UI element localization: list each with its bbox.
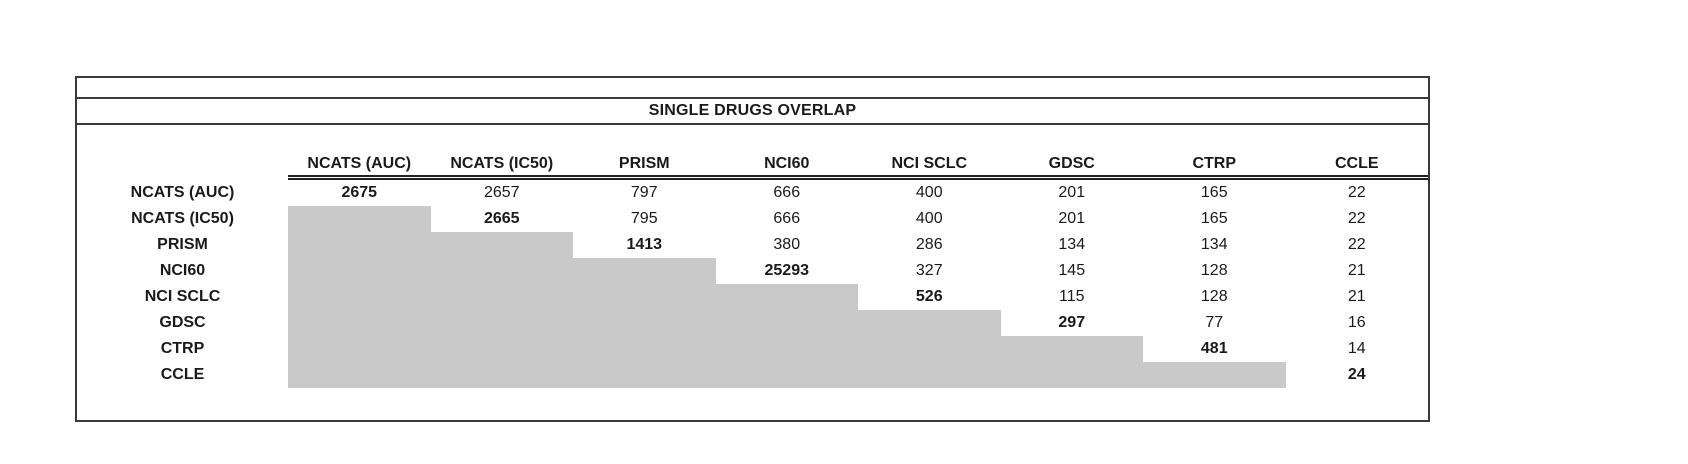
matrix-cell-gray [430, 336, 573, 362]
matrix-cell: 165 [1200, 184, 1228, 201]
matrix-cell: 22 [1347, 236, 1366, 253]
matrix-cell: 201 [1058, 210, 1086, 227]
matrix-cell: 134 [1058, 236, 1086, 253]
matrix-cell: 77 [1205, 314, 1224, 331]
matrix-cell-gray [430, 232, 573, 258]
matrix-cell-diagonal: 2675 [341, 184, 378, 201]
column-header: CCLE [1285, 125, 1428, 180]
matrix-cell-diagonal: 25293 [764, 262, 810, 279]
matrix-cell-gray [288, 284, 431, 310]
matrix-cell-gray [573, 258, 716, 284]
row-label: NCI SCLC [144, 288, 221, 305]
column-header: NCATS (AUC) [288, 125, 431, 180]
column-header: NCI SCLC [858, 125, 1001, 180]
column-header: NCATS (IC50) [430, 125, 573, 180]
matrix-cell-gray [1143, 362, 1286, 388]
matrix-cell-gray [288, 232, 431, 258]
table-top-spacer-row [77, 78, 1428, 99]
row-label: NCATS (IC50) [131, 210, 234, 227]
matrix-cell-diagonal: 297 [1058, 314, 1086, 331]
matrix-cell: 22 [1347, 210, 1366, 227]
matrix-cell-gray [288, 336, 431, 362]
row-label: NCATS (AUC) [130, 184, 235, 201]
matrix-cell: 115 [1058, 288, 1085, 305]
matrix-cell-gray [288, 362, 431, 388]
row-label: GDSC [159, 314, 206, 331]
matrix-cell-gray [715, 362, 858, 388]
table-title: SINGLE DRUGS OVERLAP [77, 99, 1428, 125]
matrix-cell-gray [288, 310, 431, 336]
overlap-table: SINGLE DRUGS OVERLAP NCATS (AUC) NCATS (I… [75, 76, 1430, 422]
corner-cell [77, 125, 288, 180]
matrix-cell-gray [715, 336, 858, 362]
matrix-cell: 666 [773, 210, 801, 227]
matrix-cell: 165 [1200, 210, 1228, 227]
matrix-cell: 201 [1058, 184, 1086, 201]
row-label: CTRP [160, 340, 205, 357]
row-label: PRISM [157, 236, 208, 253]
column-header: PRISM [573, 125, 716, 180]
matrix-grid: NCATS (AUC) NCATS (IC50) PRISM NCI60 NCI SCL… [77, 125, 1428, 388]
matrix-cell-diagonal: 526 [915, 288, 943, 305]
matrix-cell-gray [715, 284, 858, 310]
matrix-cell-gray [715, 310, 858, 336]
matrix-cell: 400 [915, 184, 943, 201]
matrix-cell: 145 [1058, 262, 1086, 279]
matrix-cell-gray [573, 362, 716, 388]
matrix-cell-diagonal: 2665 [483, 210, 520, 227]
matrix-cell-gray [430, 284, 573, 310]
matrix-cell: 327 [915, 262, 943, 279]
matrix-cell-gray [858, 362, 1001, 388]
column-header: NCI60 [715, 125, 858, 180]
matrix-cell-gray [430, 362, 573, 388]
matrix-cell: 14 [1347, 340, 1366, 357]
matrix-cell-diagonal: 481 [1200, 340, 1228, 357]
matrix-cell-gray [573, 284, 716, 310]
matrix-cell: 16 [1347, 314, 1366, 331]
matrix-cell: 2657 [483, 184, 520, 201]
matrix-cell: 21 [1347, 288, 1366, 305]
matrix-cell: 795 [630, 210, 658, 227]
matrix-cell: 128 [1200, 288, 1228, 305]
matrix-cell-gray [288, 258, 431, 284]
matrix-cell: 400 [915, 210, 943, 227]
matrix-cell-gray [573, 336, 716, 362]
matrix-cell: 22 [1347, 184, 1366, 201]
matrix-cell-gray [858, 310, 1001, 336]
matrix-cell-gray [430, 310, 573, 336]
matrix-cell: 21 [1347, 262, 1366, 279]
matrix-cell-gray [858, 336, 1001, 362]
matrix-cell-diagonal: 24 [1347, 366, 1366, 383]
column-header: GDSC [1000, 125, 1143, 180]
matrix-cell-diagonal: 1413 [626, 236, 663, 253]
matrix-cell-gray [1000, 362, 1143, 388]
matrix-cell: 797 [630, 184, 658, 201]
matrix-cell-gray [573, 310, 716, 336]
matrix-cell-gray [1000, 336, 1143, 362]
matrix-cell: 380 [773, 236, 801, 253]
matrix-cell: 666 [773, 184, 801, 201]
matrix-cell-gray [288, 206, 431, 232]
column-header: CTRP [1143, 125, 1286, 180]
matrix-cell: 286 [915, 236, 943, 253]
row-label: CCLE [160, 366, 205, 383]
matrix-cell: 128 [1200, 262, 1228, 279]
row-label: NCI60 [159, 262, 206, 279]
matrix-cell: 134 [1200, 236, 1228, 253]
matrix-cell-gray [430, 258, 573, 284]
